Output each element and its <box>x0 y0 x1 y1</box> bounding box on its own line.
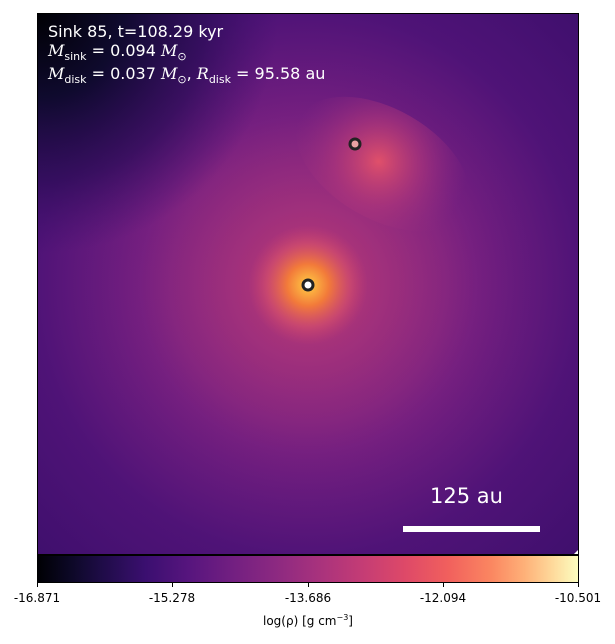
primary-sink-marker <box>301 278 315 292</box>
colorbar-tick <box>37 583 38 587</box>
colorbar-tick <box>578 583 579 587</box>
density-map: Sink 85, t=108.29 kyr Msink = 0.094 M⊙ M… <box>37 13 579 555</box>
sink-title: Sink 85, t=108.29 kyr <box>48 22 224 41</box>
density-image <box>38 14 578 554</box>
scalebar-label: 125 au <box>430 484 503 508</box>
secondary-sink-marker <box>348 137 362 151</box>
colorbar-tick-label: -16.871 <box>13 591 61 605</box>
colorbar-tick-label: -13.686 <box>284 591 332 605</box>
colorbar-tick <box>443 583 444 587</box>
colorbar-tick-label: -12.094 <box>419 591 467 605</box>
colorbar-tick <box>308 583 309 587</box>
colorbar-label: log(ρ) [g cm−3] <box>263 613 353 628</box>
colorbar-tick-label: -10.501 <box>554 591 602 605</box>
colorbar <box>37 555 579 583</box>
colorbar-tick <box>172 583 173 587</box>
scalebar <box>403 526 540 532</box>
sink-mass: Msink = 0.094 M⊙ <box>48 41 187 64</box>
disk-properties: Mdisk = 0.037 M⊙, Rdisk = 95.58 au <box>48 64 326 87</box>
colorbar-tick-label: -15.278 <box>148 591 196 605</box>
